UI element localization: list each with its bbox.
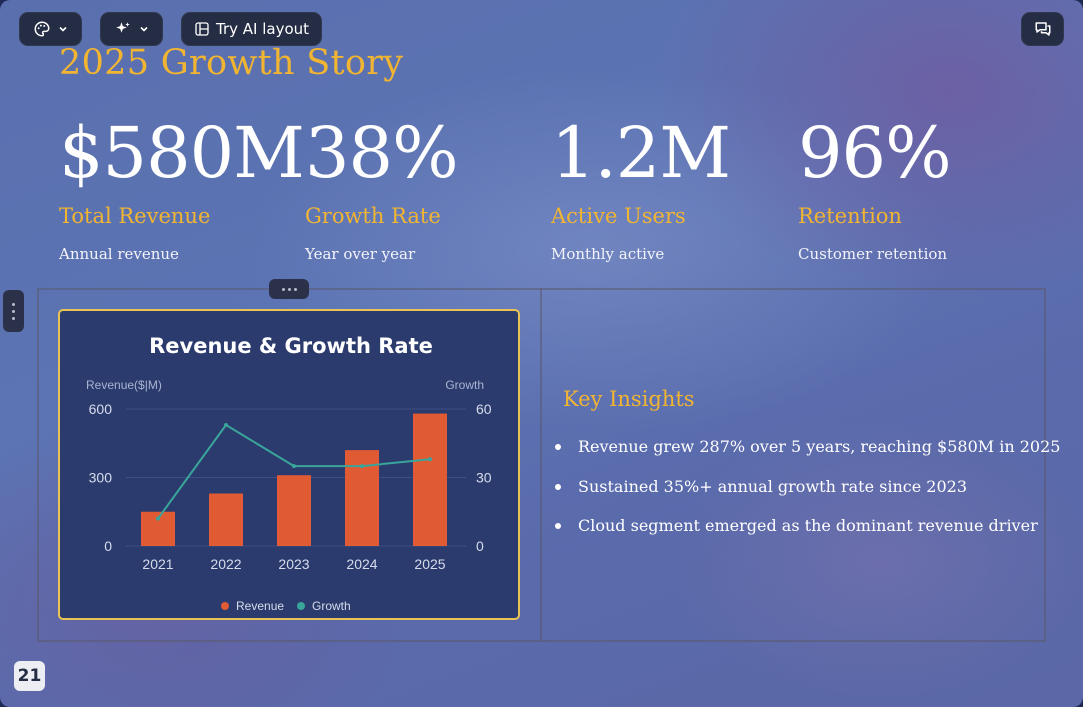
y-tick-label: 600 [89, 401, 113, 417]
growth-point [292, 464, 296, 469]
y-axis-label: Revenue($|M) [86, 378, 162, 392]
y-tick-label: 300 [89, 470, 113, 486]
revenue-bar [277, 475, 311, 546]
comments-button[interactable] [1021, 12, 1064, 46]
x-tick-label: 2022 [210, 556, 241, 572]
legend-growth-label: Growth [312, 599, 351, 613]
growth-point [224, 422, 228, 427]
legend-growth-swatch [297, 602, 305, 610]
insight-item: Sustained 35%+ annual growth rate since … [555, 476, 1060, 516]
stat-subtitle: Monthly active [551, 245, 665, 264]
side-drag-handle[interactable] [3, 290, 24, 332]
stat-value: 1.2M [551, 112, 731, 194]
stat-total-revenue[interactable]: $580M Total Revenue Annual revenue [59, 112, 305, 264]
column-divider[interactable] [540, 288, 542, 642]
stat-label: Growth Rate [305, 204, 441, 228]
stat-value: 38% [305, 112, 459, 194]
y2-tick-label: 60 [476, 401, 492, 417]
x-tick-label: 2023 [278, 556, 309, 572]
revenue-bar [413, 413, 447, 546]
stat-label: Total Revenue [59, 204, 211, 228]
insights-list[interactable]: Revenue grew 287% over 5 years, reaching… [555, 436, 1060, 555]
stat-retention[interactable]: 96% Retention Customer retention [798, 118, 1038, 263]
x-tick-label: 2024 [346, 556, 377, 572]
y-tick-label: 0 [104, 538, 112, 554]
x-tick-label: 2021 [142, 556, 173, 572]
frame-drag-handle[interactable] [269, 279, 309, 299]
stat-label: Retention [798, 204, 902, 228]
stat-value: 96% [798, 112, 952, 194]
stat-subtitle: Annual revenue [59, 245, 179, 264]
slide-title[interactable]: 2025 Growth Story [59, 43, 404, 83]
stat-value: $580M [59, 112, 305, 194]
ai-menu-button[interactable] [100, 12, 163, 46]
revenue-growth-chart: Revenue & Growth Rate Revenue($|M) Growth 6… [86, 334, 492, 613]
try-ai-layout-label: Try AI layout [215, 20, 310, 38]
insight-item: Cloud segment emerged as the dominant re… [555, 515, 1060, 555]
y2-tick-label: 0 [476, 538, 484, 554]
try-ai-layout-button[interactable]: Try AI layout [181, 12, 322, 46]
growth-point [156, 516, 160, 521]
y2-tick-label: 30 [476, 470, 492, 486]
growth-point [428, 457, 432, 462]
insight-item: Revenue grew 287% over 5 years, reaching… [555, 436, 1060, 476]
insights-title[interactable]: Key Insights [563, 387, 695, 411]
stat-subtitle: Customer retention [798, 245, 948, 264]
stat-subtitle: Year over year [305, 245, 416, 264]
stat-growth-rate[interactable]: 38% Growth Rate Year over year [305, 118, 545, 263]
chevron-down-icon [139, 26, 148, 32]
layout-icon [195, 22, 209, 36]
revenue-bar [209, 493, 243, 546]
chart-title: Revenue & Growth Rate [149, 334, 433, 358]
page-number-badge[interactable]: 21 [14, 661, 45, 691]
chart-card[interactable]: Revenue & Growth Rate Revenue($|M) Growth 6… [58, 309, 520, 620]
stat-active-users[interactable]: 1.2M Active Users Monthly active [551, 118, 791, 263]
sparkles-icon [115, 22, 130, 33]
theme-button[interactable] [19, 12, 82, 46]
chevron-down-icon [58, 26, 67, 32]
legend-revenue-label: Revenue [236, 599, 284, 613]
y2-axis-label: Growth [445, 378, 484, 392]
x-tick-label: 2025 [414, 556, 445, 572]
chat-bubbles-icon [1035, 22, 1050, 36]
palette-icon [34, 21, 50, 37]
legend-revenue-swatch [221, 602, 229, 610]
stat-label: Active Users [551, 204, 686, 228]
growth-point [360, 464, 364, 469]
